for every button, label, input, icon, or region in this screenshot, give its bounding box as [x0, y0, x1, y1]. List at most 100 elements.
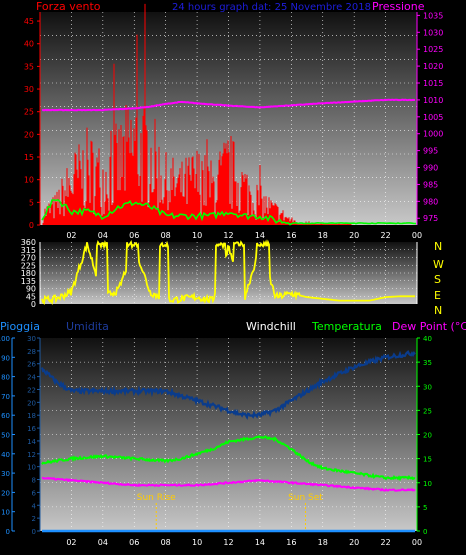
compass-s: S — [434, 273, 441, 286]
x-tick-label: 06 — [129, 231, 139, 240]
x-tick-label: 18 — [318, 231, 328, 240]
wind-tick-label: 30 — [24, 85, 34, 94]
x-tick-label: 22 — [380, 538, 390, 547]
humidity-tick-label: 10 — [27, 464, 36, 472]
wind-tick-label: 5 — [29, 198, 34, 207]
wind-tick-label: 25 — [24, 108, 34, 117]
direction-tick-label: 225 — [21, 261, 36, 270]
pressure-tick-label: 1000 — [423, 130, 443, 139]
wind-tick-label: 20 — [24, 130, 34, 139]
temperature-tick-label: 15 — [423, 456, 432, 464]
bottom-axes: 0102030405060708090100024681012141618202… — [0, 335, 432, 547]
x-tick-label: 08 — [161, 231, 171, 240]
x-tick-label: 06 — [129, 538, 139, 547]
direction-tick-label: 315 — [21, 246, 36, 255]
humidity-tick-label: 28 — [27, 348, 36, 356]
pressure-tick-label: 1020 — [423, 62, 443, 71]
rain-tick-label: 40 — [1, 451, 10, 459]
humidity-tick-label: 8 — [32, 477, 36, 485]
pressure-tick-label: 1010 — [423, 96, 443, 105]
wind-direction-line — [41, 239, 415, 306]
humidity-tick-label: 16 — [27, 425, 36, 433]
compass-w: W — [433, 258, 444, 271]
windchill-title: Windchill — [246, 320, 296, 333]
sun-rise-label: Sun Rise — [137, 493, 176, 503]
direction-tick-label: 270 — [21, 254, 36, 263]
pressure-tick-label: 975 — [423, 214, 438, 223]
pressure-tick-label: 985 — [423, 180, 438, 189]
rain-tick-label: 100 — [0, 335, 10, 343]
x-tick-label: 18 — [318, 538, 328, 547]
pressure-tick-label: 990 — [423, 164, 438, 173]
x-tick-label: 20 — [349, 538, 359, 547]
wind-axis-title: Forza vento — [36, 0, 101, 13]
x-tick-label: 16 — [286, 538, 296, 547]
series-layer — [40, 3, 417, 533]
pressure-tick-label: 1030 — [423, 28, 443, 37]
humidity-tick-label: 14 — [27, 438, 36, 446]
humidity-tick-label: 2 — [32, 515, 36, 523]
x-tick-label: 10 — [192, 231, 202, 240]
pressure-tick-label: 1005 — [423, 113, 443, 122]
x-tick-label: 04 — [98, 538, 108, 547]
humidity-tick-label: 18 — [27, 412, 36, 420]
humidity-tick-label: 22 — [27, 386, 36, 394]
temperature-tick-label: 10 — [423, 480, 432, 488]
humidity-tick-label: 4 — [32, 502, 37, 510]
sun-set-label: Sun Set — [288, 493, 323, 503]
compass-e: E — [434, 289, 441, 302]
rain-tick-label: 20 — [1, 489, 10, 497]
wind-tick-label: 10 — [24, 176, 34, 185]
rain-tick-label: 60 — [1, 412, 10, 420]
humidity-tick-label: 6 — [32, 489, 37, 497]
direction-tick-label: 0 — [31, 300, 36, 309]
x-tick-label: 04 — [98, 231, 108, 240]
temperature-line — [41, 434, 416, 482]
humidity-tick-label: 12 — [27, 451, 36, 459]
wind-tick-label: 40 — [24, 40, 34, 49]
x-tick-label: 00 — [412, 231, 422, 240]
humidity-tick-label: 26 — [27, 361, 36, 369]
dewpoint-line — [41, 476, 416, 492]
wind-tick-label: 35 — [24, 62, 34, 71]
x-tick-label: 00 — [412, 538, 422, 547]
pressure-tick-label: 995 — [423, 147, 438, 156]
humidity-tick-label: 20 — [27, 399, 36, 407]
pressure-tick-label: 1015 — [423, 79, 443, 88]
rain-tick-label: 50 — [1, 432, 10, 440]
x-tick-label: 12 — [223, 538, 233, 547]
x-tick-label: 10 — [192, 538, 202, 547]
rain-tick-label: 10 — [1, 509, 10, 517]
wind-gust-line — [41, 199, 417, 226]
wind-tick-label: 15 — [24, 153, 34, 162]
temperature-tick-label: 0 — [423, 528, 427, 536]
x-tick-label: 12 — [223, 231, 233, 240]
x-tick-label: 14 — [255, 538, 265, 547]
humidity-axis-title: Umidita — [66, 320, 109, 333]
x-tick-label: 02 — [66, 538, 76, 547]
compass-n-bottom: N — [434, 304, 442, 317]
temperature-tick-label: 25 — [423, 407, 432, 415]
temperature-tick-label: 30 — [423, 383, 432, 391]
direction-tick-label: 180 — [21, 269, 36, 278]
humidity-tick-label: 24 — [27, 374, 36, 382]
temperature-tick-label: 5 — [423, 504, 427, 512]
direction-tick-label: 135 — [21, 277, 36, 286]
wind-speed-series — [42, 3, 352, 225]
direction-tick-label: 45 — [26, 292, 36, 301]
rain-axis-title: Pioggia — [0, 320, 40, 333]
x-tick-label: 02 — [66, 231, 76, 240]
rain-tick-label: 70 — [1, 393, 10, 401]
rain-tick-label: 90 — [1, 354, 10, 362]
x-tick-label: 22 — [380, 231, 390, 240]
pressure-line — [41, 98, 416, 112]
temperature-title: Temperatura — [311, 320, 382, 333]
humidity-tick-label: 0 — [32, 528, 36, 536]
pressure-axis-title: Pressione — [372, 0, 425, 13]
rain-tick-label: 0 — [6, 528, 10, 536]
pressure-tick-label: 1035 — [423, 11, 443, 20]
direction-tick-label: 90 — [26, 285, 36, 294]
dewpoint-title: Dew Point (°C) — [392, 320, 466, 333]
